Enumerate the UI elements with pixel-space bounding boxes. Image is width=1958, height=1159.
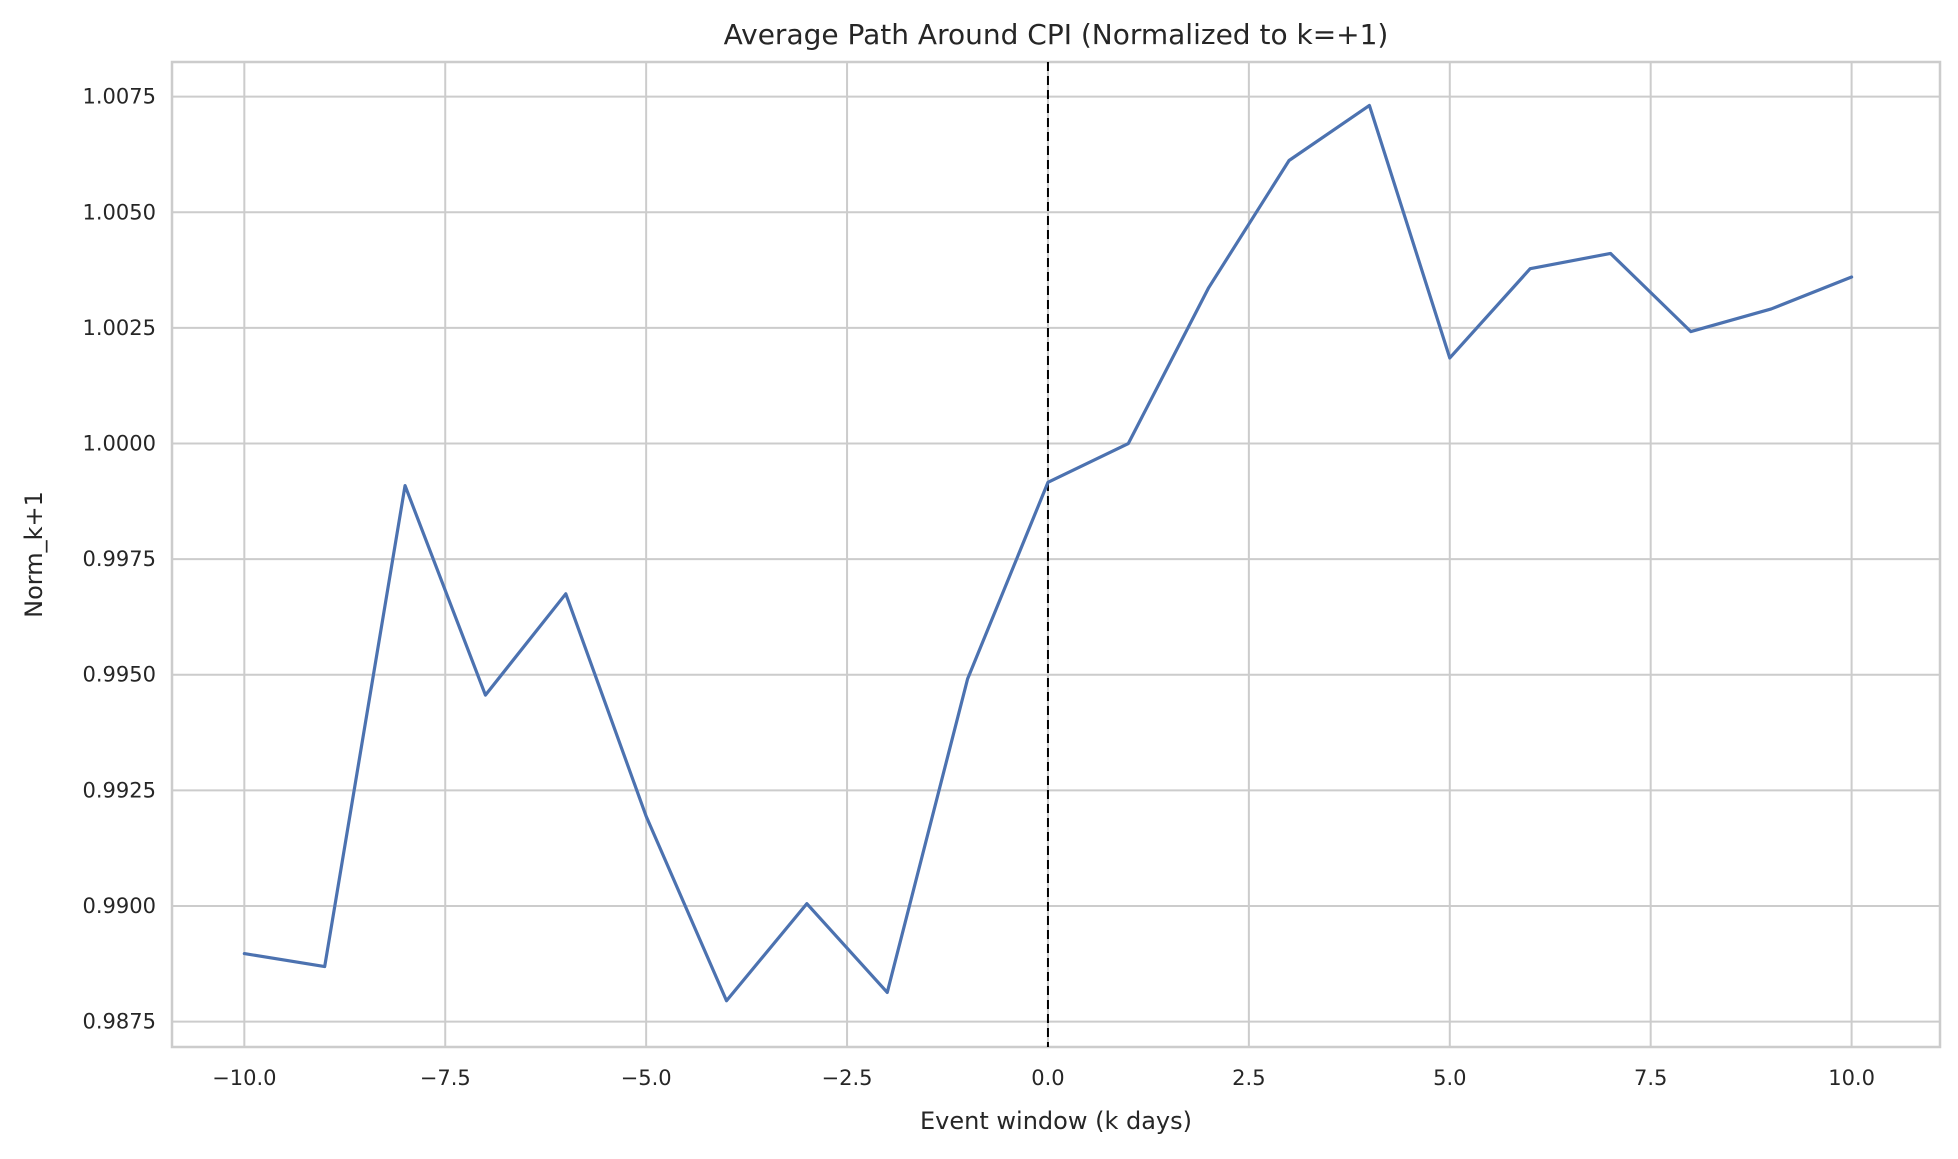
x-tick-label: −7.5 bbox=[420, 1066, 471, 1090]
y-axis-label: Norm_k+1 bbox=[20, 491, 48, 618]
y-tick-label: 0.9875 bbox=[83, 1010, 156, 1034]
y-tick-label: 0.9900 bbox=[83, 894, 156, 918]
x-tick-label: −2.5 bbox=[822, 1066, 873, 1090]
plot-frame bbox=[170, 60, 1942, 1049]
x-tick-label: −10.0 bbox=[212, 1066, 276, 1090]
y-tick-label: 1.0025 bbox=[83, 316, 156, 340]
series-group bbox=[242, 103, 1854, 1003]
x-tick-label: −5.0 bbox=[621, 1066, 672, 1090]
y-tick-label: 0.9925 bbox=[83, 778, 156, 802]
x-tick-label: 0.0 bbox=[1031, 1066, 1064, 1090]
y-tick-label: 1.0050 bbox=[83, 200, 156, 224]
series-line bbox=[242, 103, 1854, 1003]
x-tick-label: 2.5 bbox=[1232, 1066, 1265, 1090]
x-tick-label: 5.0 bbox=[1433, 1066, 1466, 1090]
y-tick-label: 0.9950 bbox=[83, 663, 156, 687]
x-axis-label: Event window (k days) bbox=[920, 1107, 1192, 1135]
y-axis-ticks: 0.9875 0.9900 0.9925 0.9950 0.9975 1.0000 1.00… bbox=[83, 85, 156, 1034]
y-tick-label: 1.0075 bbox=[83, 85, 156, 109]
y-tick-label: 0.9975 bbox=[83, 547, 156, 571]
chart-title: Average Path Around CPI (Normalized to k… bbox=[724, 18, 1389, 51]
x-tick-label: 10.0 bbox=[1828, 1066, 1875, 1090]
x-tick-label: 7.5 bbox=[1634, 1066, 1667, 1090]
x-axis-ticks: −10.0 −7.5 −5.0 −2.5 0.0 2.5 5.0 7.5 10.0 bbox=[212, 1066, 1875, 1090]
y-tick-label: 1.0000 bbox=[83, 432, 156, 456]
